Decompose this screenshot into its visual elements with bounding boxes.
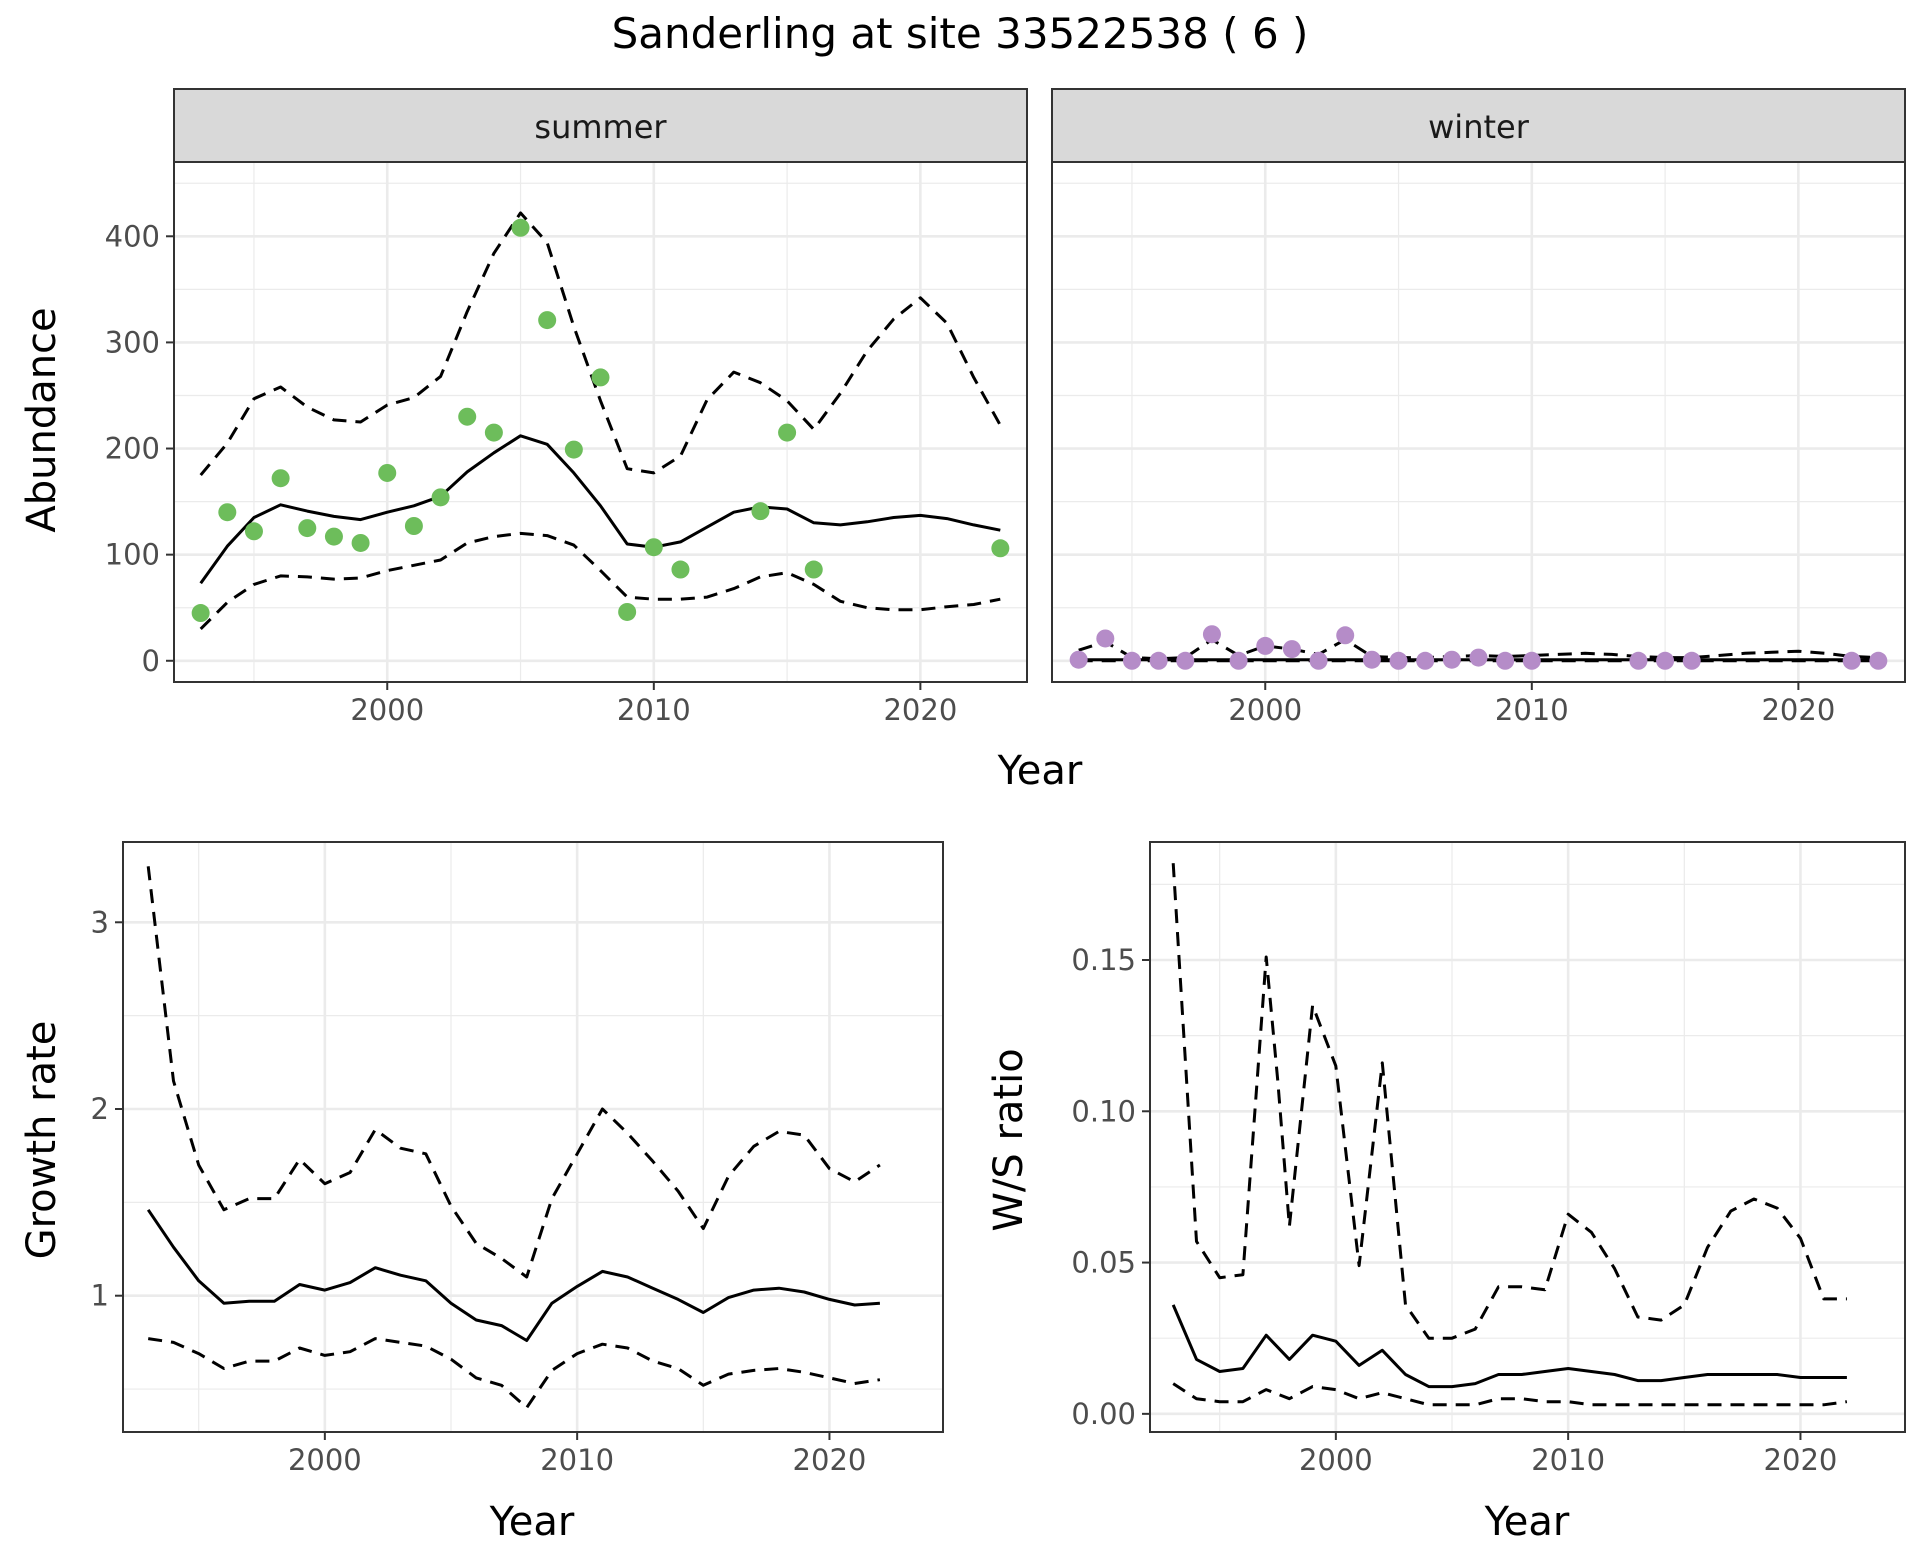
observed-point (1522, 651, 1541, 670)
observed-point (1389, 651, 1408, 670)
observed-point (1469, 648, 1488, 667)
ws-ratio-panel: 2000 2010 2020 0.00 0.05 0.10 0.15 (1071, 841, 1906, 1477)
observed-point (1416, 651, 1435, 670)
ratio-fitted-line (1171, 1304, 1847, 1389)
observed-point (1869, 651, 1888, 670)
observed-point (1336, 626, 1355, 645)
y-tick-label: 100 (105, 538, 160, 572)
panel-border (173, 161, 1028, 683)
ratio-x-axis-title: Year (1484, 1499, 1570, 1545)
facet-strip (1051, 88, 1906, 163)
x-tick-label: 2010 (617, 693, 691, 727)
summer-fitted-line (199, 434, 1001, 585)
growth-y-axis-title: Growth rate (19, 1021, 65, 1260)
y-tick-label: 0.10 (1071, 1094, 1136, 1128)
growth-upper-bound-line (146, 866, 881, 1279)
y-tick-label: 0.15 (1071, 943, 1136, 977)
panel-border (1149, 841, 1906, 1433)
observed-point (1496, 651, 1515, 670)
observed-point (778, 423, 797, 442)
y-tick-label: 0.05 (1071, 1246, 1136, 1280)
observed-point (751, 502, 770, 521)
growth-lower-bound-line (147, 1337, 881, 1410)
observed-point (511, 218, 530, 237)
panel-border (122, 841, 944, 1433)
observed-point (671, 560, 690, 579)
x-tick-label: 2010 (1495, 693, 1569, 727)
summer-facet-panel: summer 2000 2010 2020 0 100 200 300 400 (105, 88, 1028, 727)
x-tick-label: 2020 (883, 693, 957, 727)
growth-rate-panel: 2000 2010 2020 1 2 3 (91, 841, 944, 1477)
observed-point (458, 407, 477, 426)
observed-point (298, 519, 317, 538)
observed-point (484, 423, 503, 442)
y-tick-label: 3 (91, 905, 109, 939)
y-tick-label: 300 (105, 325, 160, 359)
observed-point (804, 560, 823, 579)
observed-point (1362, 650, 1381, 669)
ratio-y-axis-title: W/S ratio (986, 1048, 1032, 1231)
observed-point (351, 533, 370, 552)
y-tick-label: 200 (105, 432, 160, 466)
observed-point (404, 517, 423, 535)
observed-point (1682, 651, 1701, 670)
facet-strip-label: winter (1428, 108, 1530, 146)
y-tick-label: 1 (91, 1279, 109, 1313)
winter-facet-panel: winter 2000 2010 2020 (1051, 88, 1906, 727)
observed-point (1842, 651, 1861, 670)
growth-x-axis-title: Year (489, 1499, 575, 1545)
observed-point (1149, 651, 1168, 670)
observed-point (1096, 629, 1115, 648)
x-tick-label: 2000 (288, 1443, 362, 1477)
observed-point (324, 527, 343, 546)
abundance-x-axis-title: Year (997, 748, 1083, 794)
observed-point (1176, 651, 1195, 670)
y-tick-label: 0 (142, 644, 160, 678)
summer-upper-bound-line (199, 211, 1002, 477)
observed-point (1122, 651, 1141, 670)
x-tick-label: 2020 (793, 1443, 867, 1477)
observed-point (218, 503, 237, 522)
x-tick-label: 2000 (350, 693, 424, 727)
observed-point (431, 488, 450, 507)
observed-point (591, 368, 610, 387)
ratio-upper-bound-line (1171, 863, 1847, 1340)
x-tick-label: 2010 (1531, 1443, 1605, 1477)
observed-point (1202, 625, 1221, 644)
observed-point (1629, 651, 1648, 670)
x-tick-label: 2000 (1299, 1443, 1373, 1477)
x-tick-label: 2010 (540, 1443, 614, 1477)
observed-point (1229, 651, 1248, 670)
observed-point (618, 602, 637, 621)
x-tick-label: 2000 (1228, 693, 1302, 727)
x-tick-label: 2020 (1764, 1443, 1838, 1477)
observed-point (191, 604, 210, 623)
abundance-y-axis-title: Abundance (19, 307, 65, 532)
panel-border (1051, 161, 1906, 683)
observed-point (1069, 650, 1088, 669)
summer-lower-bound-line (199, 531, 1001, 630)
observed-point (1442, 650, 1461, 669)
observed-point (271, 469, 290, 488)
observed-point (378, 463, 397, 482)
observed-point (1309, 651, 1328, 670)
facet-strip-label: summer (534, 108, 667, 146)
observed-point (244, 522, 263, 541)
y-tick-label: 400 (105, 219, 160, 253)
observed-point (991, 539, 1010, 558)
observed-point (1256, 636, 1275, 655)
ratio-lower-bound-line (1172, 1382, 1848, 1407)
y-tick-label: 0.00 (1071, 1397, 1136, 1431)
observed-point (1656, 651, 1675, 670)
facet-strip (173, 88, 1028, 163)
observed-point (644, 538, 663, 557)
observed-point (1282, 640, 1301, 659)
chart-title: Sanderling at site 33522538 ( 6 ) (612, 9, 1309, 58)
growth-fitted-line (146, 1208, 881, 1342)
observed-point (564, 440, 583, 459)
observed-point (538, 311, 557, 330)
x-tick-label: 2020 (1761, 693, 1835, 727)
y-tick-label: 2 (91, 1092, 109, 1126)
